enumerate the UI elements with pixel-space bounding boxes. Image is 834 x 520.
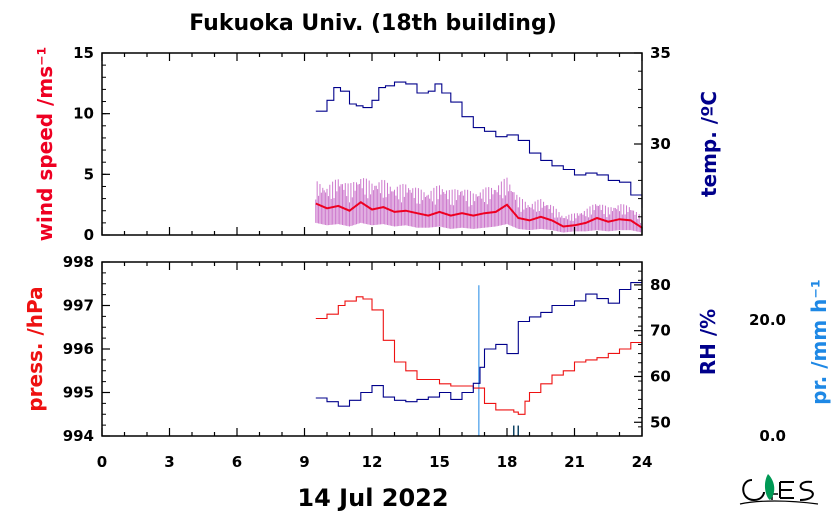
y-tick-label: 30 (650, 135, 671, 153)
precip-tick-label: 20.0 (749, 311, 786, 329)
y-tick-label: 15 (73, 44, 94, 62)
date-label: 14 Jul 2022 (297, 484, 448, 512)
x-tick-label: 6 (232, 453, 242, 471)
temperature-series (315, 81, 643, 208)
rh-axis: 50 60 70 80 (634, 261, 671, 437)
rh-axis-label: RH /% (696, 309, 720, 375)
y-tick-label: 994 (63, 427, 94, 445)
y-tick-label: 5 (84, 165, 94, 183)
precipitation-series (478, 285, 519, 436)
y-tick-label: 998 (63, 253, 94, 271)
pressure-axis: 994 995 996 997 998 (63, 253, 110, 445)
precip-axis: 0.0 20.0 (749, 311, 786, 445)
pressure-series (315, 296, 643, 415)
institution-logo (739, 474, 819, 505)
humidity-series (315, 278, 643, 407)
y-tick-label: 80 (650, 276, 671, 294)
y-tick-label: 35 (650, 44, 671, 62)
x-tick-label: 24 (632, 453, 653, 471)
top-x-ticks (101, 53, 643, 235)
y-tick-label: 0 (84, 226, 94, 244)
x-tick-label: 0 (97, 453, 107, 471)
y-tick-label: 997 (63, 297, 94, 315)
wind-smoothed-series (315, 200, 643, 229)
precip-tick-label: 0.0 (759, 427, 786, 445)
y-tick-label: 996 (63, 340, 94, 358)
bottom-x-ticks: 0 3 6 9 12 15 18 21 24 (97, 262, 653, 471)
wind-axis-label: wind speed /ms⁻¹ (33, 47, 57, 242)
chart-title: Fukuoka Univ. (18th building) (189, 11, 557, 36)
y-tick-label: 60 (650, 367, 671, 385)
y-tick-label: 70 (650, 322, 671, 340)
x-tick-label: 12 (362, 453, 383, 471)
x-tick-label: 21 (564, 453, 585, 471)
precip-axis-label: pr. /mm h⁻¹ (807, 279, 831, 404)
y-tick-label: 995 (63, 384, 94, 402)
x-tick-label: 3 (164, 453, 174, 471)
x-tick-label: 9 (299, 453, 309, 471)
temp-axis: 30 35 (634, 44, 671, 236)
y-tick-label: 10 (73, 105, 94, 123)
top-panel: 0 5 10 15 30 35 wind speed /ms⁻¹ temp. /ºC (33, 44, 721, 244)
x-tick-label: 18 (497, 453, 518, 471)
wind-axis: 0 5 10 15 (73, 44, 110, 244)
y-tick-label: 50 (650, 413, 671, 431)
pressure-axis-label: press. /hPa (23, 286, 47, 411)
bottom-panel-frame (101, 261, 643, 437)
x-tick-label: 15 (429, 453, 450, 471)
temp-axis-label: temp. /ºC (697, 91, 721, 197)
